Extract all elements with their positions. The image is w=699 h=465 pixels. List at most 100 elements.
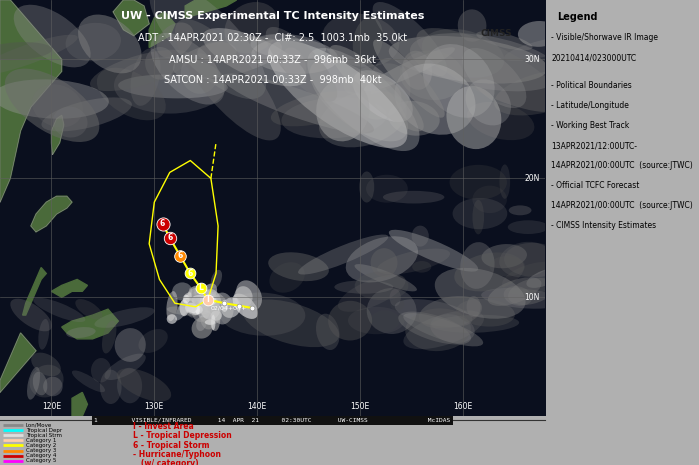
Ellipse shape <box>222 297 241 318</box>
Ellipse shape <box>94 307 154 328</box>
Ellipse shape <box>481 288 563 309</box>
Ellipse shape <box>353 70 413 122</box>
Point <box>185 270 196 277</box>
Ellipse shape <box>66 23 121 61</box>
Ellipse shape <box>476 31 533 50</box>
Text: ADT : 14APR2021 02:30Z -  CI#: 2.5  1003.1mb  35.0kt: ADT : 14APR2021 02:30Z - CI#: 2.5 1003.1… <box>138 33 408 43</box>
Point <box>247 304 258 312</box>
Ellipse shape <box>90 50 191 91</box>
Text: 160E: 160E <box>453 402 473 412</box>
Text: Tropical Strm: Tropical Strm <box>26 433 62 438</box>
Text: Tropical Depr: Tropical Depr <box>26 428 62 432</box>
Ellipse shape <box>188 306 199 313</box>
Ellipse shape <box>398 312 471 345</box>
Ellipse shape <box>395 64 475 135</box>
Ellipse shape <box>466 80 511 126</box>
Text: 120E: 120E <box>42 402 61 412</box>
Ellipse shape <box>334 280 394 294</box>
Ellipse shape <box>268 252 329 281</box>
Polygon shape <box>52 279 87 297</box>
Ellipse shape <box>402 51 432 90</box>
Ellipse shape <box>145 47 175 80</box>
Text: 14APR2021/00:00UTC  (source:JTWC): 14APR2021/00:00UTC (source:JTWC) <box>552 201 693 210</box>
Ellipse shape <box>454 252 524 292</box>
Ellipse shape <box>449 165 507 199</box>
Text: 150E: 150E <box>350 402 370 412</box>
Text: Category 5: Category 5 <box>26 458 56 463</box>
Ellipse shape <box>91 358 111 383</box>
Ellipse shape <box>348 307 405 334</box>
Ellipse shape <box>298 234 388 274</box>
Ellipse shape <box>33 372 48 395</box>
Ellipse shape <box>346 236 418 282</box>
Ellipse shape <box>252 38 338 74</box>
Ellipse shape <box>389 36 547 84</box>
Ellipse shape <box>509 206 531 215</box>
Text: I - Invest Area: I - Invest Area <box>133 422 194 431</box>
Ellipse shape <box>197 284 217 307</box>
Ellipse shape <box>500 165 510 199</box>
Ellipse shape <box>194 286 203 297</box>
Point <box>219 299 230 307</box>
Ellipse shape <box>423 44 495 118</box>
Ellipse shape <box>400 51 464 100</box>
Ellipse shape <box>208 294 220 331</box>
Text: (w/ category): (w/ category) <box>133 459 199 465</box>
Ellipse shape <box>210 311 222 321</box>
Ellipse shape <box>383 191 445 204</box>
Ellipse shape <box>187 305 203 315</box>
Point <box>202 296 213 303</box>
Ellipse shape <box>310 59 408 141</box>
Ellipse shape <box>138 329 168 353</box>
Ellipse shape <box>196 305 200 314</box>
Ellipse shape <box>431 314 475 343</box>
Point <box>233 302 244 309</box>
Ellipse shape <box>194 292 215 315</box>
Ellipse shape <box>167 306 203 316</box>
Point <box>195 284 206 292</box>
Ellipse shape <box>359 172 374 203</box>
Ellipse shape <box>185 303 197 312</box>
Polygon shape <box>0 333 36 392</box>
Ellipse shape <box>319 90 407 147</box>
Ellipse shape <box>192 317 212 339</box>
Ellipse shape <box>131 48 161 106</box>
Text: 6 - Tropical Storm: 6 - Tropical Storm <box>133 441 209 450</box>
Ellipse shape <box>271 91 364 126</box>
Ellipse shape <box>187 292 192 301</box>
Ellipse shape <box>489 256 525 277</box>
Ellipse shape <box>422 29 504 78</box>
Polygon shape <box>149 12 175 47</box>
Ellipse shape <box>467 102 534 140</box>
Polygon shape <box>52 115 64 154</box>
Ellipse shape <box>78 14 142 73</box>
Ellipse shape <box>192 296 210 322</box>
Ellipse shape <box>0 35 78 75</box>
Ellipse shape <box>41 98 132 132</box>
Ellipse shape <box>10 299 52 331</box>
Ellipse shape <box>187 286 200 305</box>
Ellipse shape <box>405 308 471 351</box>
Ellipse shape <box>32 84 83 127</box>
Ellipse shape <box>473 200 484 234</box>
Polygon shape <box>113 0 149 36</box>
Ellipse shape <box>66 327 96 338</box>
Ellipse shape <box>233 293 258 319</box>
Ellipse shape <box>282 98 387 139</box>
Ellipse shape <box>316 78 369 141</box>
Point <box>164 234 175 241</box>
Ellipse shape <box>224 2 279 53</box>
Ellipse shape <box>175 288 196 320</box>
Polygon shape <box>0 0 62 202</box>
Text: L - Tropical Depression: L - Tropical Depression <box>133 432 231 440</box>
Ellipse shape <box>526 268 561 288</box>
Ellipse shape <box>100 370 122 404</box>
Ellipse shape <box>202 297 219 309</box>
Ellipse shape <box>504 286 532 306</box>
Ellipse shape <box>219 292 305 336</box>
Ellipse shape <box>205 319 215 325</box>
Text: 02/04+04+: 02/04+04+ <box>211 306 247 311</box>
Ellipse shape <box>14 5 91 67</box>
Ellipse shape <box>201 290 219 300</box>
Text: - Visible/Shorwave IR Image: - Visible/Shorwave IR Image <box>552 33 658 42</box>
